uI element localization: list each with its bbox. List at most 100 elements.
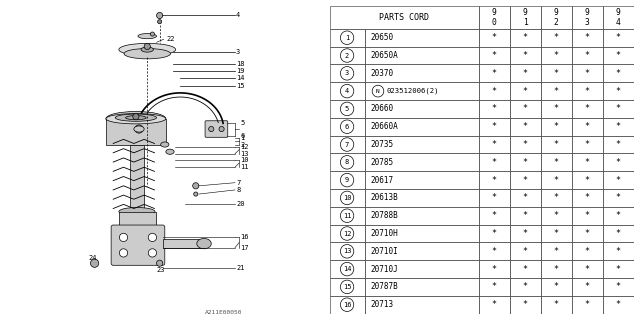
Bar: [330, 225, 365, 243]
Text: *: *: [554, 104, 559, 113]
Circle shape: [120, 233, 127, 242]
Bar: [330, 100, 365, 118]
Bar: [330, 207, 365, 225]
Text: *: *: [554, 69, 559, 78]
Text: *: *: [492, 193, 497, 203]
Bar: [479, 6, 509, 29]
Bar: [330, 171, 365, 189]
Text: N: N: [376, 89, 380, 94]
Bar: [541, 47, 572, 64]
Text: *: *: [492, 51, 497, 60]
Text: 13: 13: [240, 151, 249, 157]
Text: *: *: [523, 122, 527, 131]
Bar: [330, 64, 365, 82]
Bar: [130, 145, 144, 227]
Text: A211E00050: A211E00050: [205, 310, 242, 315]
Bar: [330, 278, 365, 296]
Text: 6: 6: [345, 124, 349, 130]
Text: *: *: [492, 122, 497, 131]
Bar: [479, 118, 509, 136]
Bar: [603, 153, 634, 171]
Text: *: *: [584, 211, 589, 220]
Circle shape: [148, 233, 157, 242]
Bar: [603, 47, 634, 64]
Bar: [365, 225, 479, 243]
Text: 9
1: 9 1: [523, 8, 527, 27]
Text: *: *: [523, 193, 527, 203]
Bar: [330, 296, 365, 314]
Bar: [509, 100, 541, 118]
Text: *: *: [492, 87, 497, 96]
Text: 21: 21: [236, 265, 244, 271]
Bar: [572, 296, 603, 314]
Bar: [365, 136, 479, 153]
Text: *: *: [554, 211, 559, 220]
Text: *: *: [523, 300, 527, 309]
Text: *: *: [616, 69, 621, 78]
Text: *: *: [523, 229, 527, 238]
Bar: [572, 6, 603, 29]
Text: 10: 10: [240, 157, 249, 163]
Text: *: *: [492, 104, 497, 113]
Text: 023512006(2): 023512006(2): [386, 88, 438, 94]
Bar: [603, 296, 634, 314]
Bar: [572, 118, 603, 136]
Text: PARTS CORD: PARTS CORD: [379, 13, 429, 22]
Bar: [330, 29, 365, 47]
Bar: [509, 47, 541, 64]
Ellipse shape: [166, 149, 174, 154]
Bar: [509, 29, 541, 47]
Bar: [541, 296, 572, 314]
Bar: [603, 64, 634, 82]
Text: *: *: [584, 300, 589, 309]
Bar: [572, 100, 603, 118]
Text: 5: 5: [240, 120, 244, 126]
Text: *: *: [616, 265, 621, 274]
Bar: [541, 243, 572, 260]
Bar: [479, 100, 509, 118]
Bar: [365, 171, 479, 189]
Ellipse shape: [141, 47, 154, 52]
Bar: [541, 29, 572, 47]
Text: 20785: 20785: [370, 158, 393, 167]
Bar: [541, 171, 572, 189]
Bar: [330, 82, 365, 100]
Text: 9
3: 9 3: [585, 8, 589, 27]
Text: *: *: [616, 51, 621, 60]
Text: *: *: [492, 33, 497, 42]
Text: *: *: [616, 140, 621, 149]
Ellipse shape: [161, 142, 169, 147]
Bar: [365, 189, 479, 207]
Bar: [509, 207, 541, 225]
Text: *: *: [616, 158, 621, 167]
Text: *: *: [584, 176, 589, 185]
Bar: [603, 171, 634, 189]
Bar: [479, 207, 509, 225]
Bar: [572, 171, 603, 189]
Text: *: *: [616, 104, 621, 113]
Text: *: *: [616, 87, 621, 96]
Ellipse shape: [138, 34, 157, 39]
Bar: [365, 260, 479, 278]
Text: *: *: [523, 211, 527, 220]
Text: *: *: [616, 247, 621, 256]
Bar: [541, 260, 572, 278]
Text: *: *: [492, 211, 497, 220]
Bar: [572, 207, 603, 225]
Bar: [365, 207, 479, 225]
Text: *: *: [523, 176, 527, 185]
Text: *: *: [523, 140, 527, 149]
Bar: [479, 153, 509, 171]
Text: 20650: 20650: [370, 33, 393, 42]
Bar: [541, 153, 572, 171]
Text: 20613B: 20613B: [370, 193, 398, 203]
Text: *: *: [523, 69, 527, 78]
Text: *: *: [523, 87, 527, 96]
Text: 20710I: 20710I: [370, 247, 398, 256]
Circle shape: [144, 43, 150, 50]
Text: 9
2: 9 2: [554, 8, 559, 27]
Circle shape: [219, 126, 224, 132]
Circle shape: [150, 32, 154, 36]
Bar: [541, 278, 572, 296]
Text: 2: 2: [345, 52, 349, 59]
